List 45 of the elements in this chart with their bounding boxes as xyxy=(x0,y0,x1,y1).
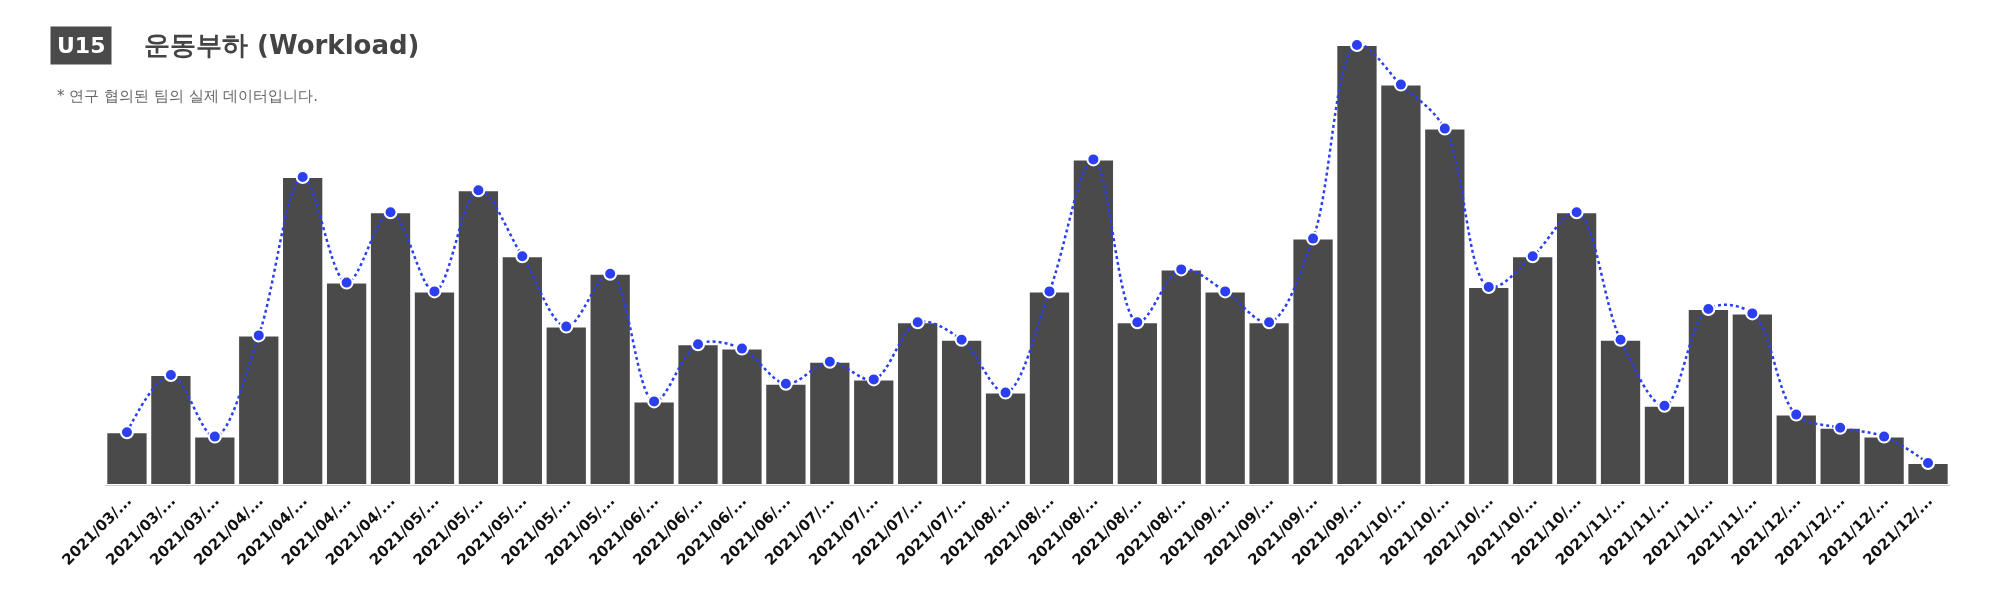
point xyxy=(1481,280,1496,294)
point xyxy=(954,332,969,347)
point xyxy=(866,372,881,387)
point xyxy=(1306,231,1321,246)
point xyxy=(1393,77,1408,92)
point xyxy=(1833,420,1848,435)
point xyxy=(383,205,398,220)
point xyxy=(207,429,222,444)
point xyxy=(1525,249,1540,264)
point xyxy=(1745,306,1760,321)
point xyxy=(603,266,618,281)
point xyxy=(778,376,793,391)
point xyxy=(295,170,310,184)
point xyxy=(1921,456,1936,470)
point xyxy=(163,368,178,382)
point xyxy=(998,385,1013,400)
point xyxy=(691,337,706,352)
point xyxy=(822,354,837,369)
point xyxy=(1437,121,1452,136)
point xyxy=(559,319,574,334)
point xyxy=(910,315,925,330)
point xyxy=(1262,315,1277,330)
point xyxy=(1130,315,1145,330)
point xyxy=(1657,398,1672,413)
chart-title: 운동부하 (Workload) xyxy=(144,30,420,61)
point xyxy=(1569,205,1584,220)
point xyxy=(515,249,530,264)
point xyxy=(1613,332,1628,347)
point xyxy=(1086,152,1101,167)
point xyxy=(1174,262,1189,277)
point xyxy=(427,284,442,299)
point xyxy=(1042,284,1057,299)
point xyxy=(251,328,266,343)
annotation: U15 xyxy=(57,33,106,58)
point xyxy=(119,425,134,440)
point xyxy=(1349,38,1364,52)
point xyxy=(1877,429,1892,444)
point xyxy=(471,183,486,198)
point xyxy=(734,341,749,356)
point xyxy=(1218,284,1233,299)
text: * 연구 협의된 팀의 실제 데이터입니다. xyxy=(57,87,319,105)
point xyxy=(1789,407,1804,422)
point xyxy=(1701,302,1716,316)
point xyxy=(339,275,354,290)
point xyxy=(647,394,662,409)
